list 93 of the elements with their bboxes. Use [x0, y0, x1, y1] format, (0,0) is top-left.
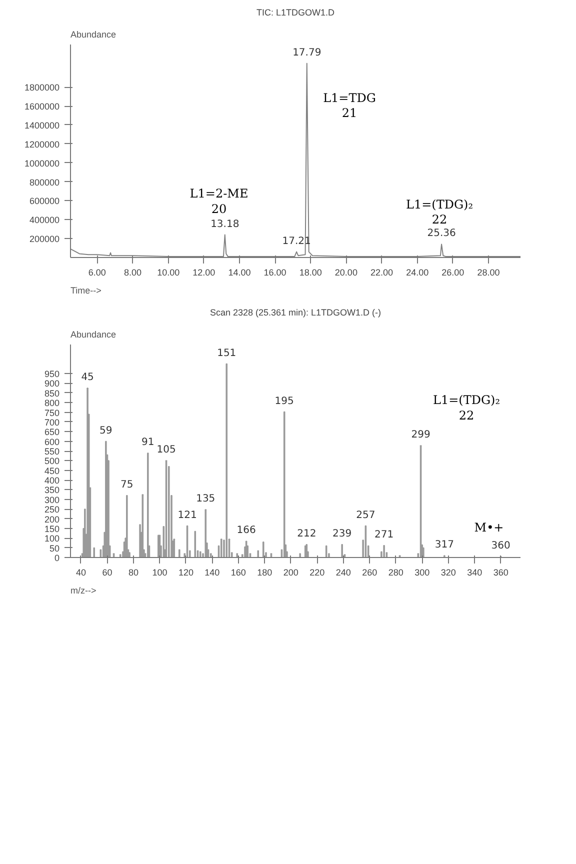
y-axis-title: Abundance — [70, 30, 116, 40]
x-tick-label: 6.00 — [88, 268, 106, 278]
x-tick-label: 18.00 — [299, 268, 322, 278]
x-tick-label: 26.00 — [442, 268, 464, 278]
x-tick-label: 260 — [362, 568, 378, 578]
x-tick-label: 180 — [257, 568, 272, 578]
x-tick-label: 12.00 — [192, 268, 216, 278]
y-axis-title: Abundance — [70, 330, 116, 340]
x-tick-label: 140 — [204, 568, 220, 578]
y-tick-label: 750 — [44, 408, 60, 418]
y-tick-label: 600000 — [29, 196, 60, 206]
annotation: 20 — [211, 202, 227, 216]
y-tick-label: 250 — [44, 504, 60, 515]
annotation: L1=(TDG)₂ — [406, 197, 474, 212]
x-tick-label: 14.00 — [228, 268, 251, 278]
annotation: 151 — [217, 348, 236, 359]
x-tick-label: 120 — [178, 568, 194, 578]
annotation: 22 — [432, 212, 448, 227]
y-tick-label: 550 — [44, 446, 60, 456]
annotation: 271 — [374, 529, 394, 540]
x-tick-label: 60 — [102, 568, 112, 578]
x-tick-label: 22.00 — [370, 268, 394, 278]
y-tick-label: 950 — [44, 369, 60, 380]
annotation: 22 — [458, 408, 474, 422]
annotation: 239 — [332, 528, 352, 540]
x-tick-label: 160 — [230, 568, 246, 578]
y-tick-label: 500 — [44, 456, 60, 466]
annotation: 195 — [274, 396, 294, 407]
annotation: 105 — [156, 444, 176, 456]
annotation: 166 — [236, 525, 256, 536]
x-tick-label: 28.00 — [477, 268, 500, 278]
annotation: 299 — [411, 430, 430, 441]
y-tick-label: 800 — [44, 398, 60, 408]
annotation: L1=TDG — [323, 90, 376, 105]
x-tick-label: 80 — [128, 568, 138, 578]
annotation: 75 — [120, 480, 134, 491]
x-tick-label: 24.00 — [406, 268, 429, 278]
annotation: 45 — [81, 372, 94, 384]
annotation: L1=2-ME — [190, 186, 248, 201]
x-tick-label: 220 — [310, 568, 325, 578]
y-tick-label: 450 — [44, 466, 60, 476]
x-tick-label: 200 — [283, 568, 298, 578]
y-tick-label: 300 — [44, 494, 60, 505]
x-tick-label: 16.00 — [264, 268, 286, 278]
annotation: 135 — [196, 494, 216, 505]
y-tick-label: 700 — [44, 417, 60, 428]
annotation: L1=(TDG)₂ — [432, 392, 500, 407]
x-tick-label: 280 — [388, 568, 404, 578]
y-tick-label: 1800000 — [24, 82, 60, 93]
y-tick-label: 50 — [49, 543, 60, 554]
y-tick-label: 800000 — [29, 177, 60, 188]
x-tick-label: 100 — [152, 568, 168, 578]
annotation: 17.79 — [292, 47, 322, 58]
y-tick-label: 0 — [54, 553, 60, 563]
annotation: 13.18 — [210, 218, 240, 230]
annotation: 257 — [356, 510, 376, 521]
y-tick-label: 1400000 — [24, 120, 60, 130]
y-tick-label: 150 — [44, 524, 60, 534]
annotation: 212 — [297, 528, 316, 540]
y-tick-label: 200 — [44, 514, 60, 524]
x-tick-label: 40 — [76, 568, 86, 578]
y-tick-label: 100 — [44, 534, 60, 544]
x-tick-label: 240 — [336, 568, 351, 578]
y-tick-label: 350 — [44, 485, 60, 496]
y-tick-label: 1200000 — [24, 139, 60, 150]
chart-title: Scan 2328 (25.361 min): L1TDGOW1.D (-) — [210, 308, 382, 318]
annotation: 317 — [434, 540, 454, 551]
x-axis-title: m/z--> — [70, 586, 96, 596]
y-tick-label: 200000 — [29, 234, 60, 244]
annotation: 59 — [100, 425, 112, 436]
annotation: 91 — [142, 437, 154, 448]
x-tick-label: 8.00 — [124, 268, 142, 278]
y-tick-label: 850 — [44, 388, 60, 398]
x-tick-label: 320 — [440, 568, 456, 578]
annotation: M•+ — [474, 520, 504, 535]
y-tick-label: 650 — [44, 427, 60, 438]
annotation: 21 — [342, 106, 358, 120]
x-tick-label: 20.00 — [334, 268, 358, 278]
x-axis-title: Time--> — [70, 286, 102, 296]
annotation: 360 — [491, 540, 510, 552]
y-tick-label: 400000 — [29, 215, 60, 226]
x-tick-label: 300 — [414, 568, 430, 578]
x-tick-label: 10.00 — [157, 268, 180, 278]
y-tick-label: 900 — [44, 378, 60, 389]
y-tick-label: 600 — [44, 436, 60, 447]
x-tick-label: 360 — [493, 568, 508, 578]
x-tick-label: 340 — [467, 568, 482, 578]
y-tick-label: 1600000 — [24, 102, 60, 112]
y-tick-label: 400 — [44, 476, 60, 486]
annotation: 121 — [178, 510, 197, 521]
annotation: 25.36 — [427, 228, 456, 240]
chart-title: TIC: L1TDGOW1.D — [256, 8, 336, 18]
y-tick-label: 1000000 — [24, 158, 60, 168]
